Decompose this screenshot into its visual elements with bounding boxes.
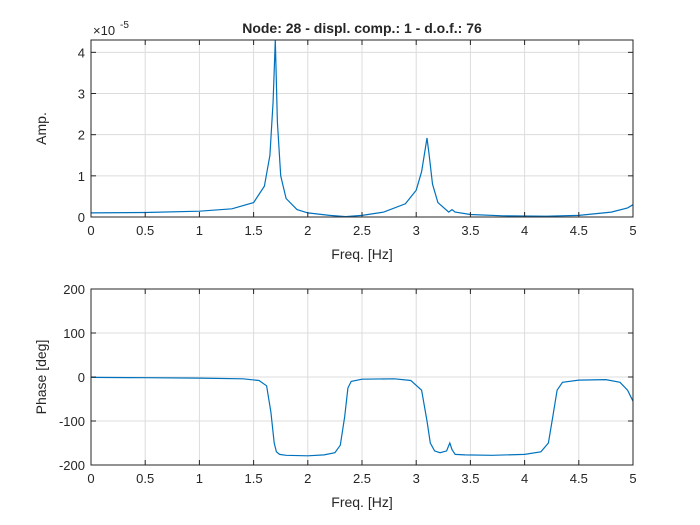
amplitude-y-exponent-base: ×10 (93, 23, 115, 38)
phase-plot: 0 0.5 1 1.5 2 2.5 3 3.5 4 4.5 5 -200 -100 0 100 200 Fre… (33, 282, 637, 510)
phase-y-tick-label: 0 (78, 370, 85, 385)
amplitude-y-tick-label: 0 (78, 210, 85, 225)
phase-y-tick-label: 100 (63, 326, 85, 341)
phase-x-tick-label: 3 (413, 471, 420, 486)
amplitude-series-line (90, 39, 634, 218)
amplitude-y-tick-label: 3 (78, 87, 85, 102)
amplitude-x-tick-label: 3.5 (461, 223, 479, 238)
amplitude-series (90, 39, 634, 218)
amplitude-y-tick-label: 4 (78, 45, 85, 60)
amplitude-plot-title: Node: 28 - displ. comp.: 1 - d.o.f.: 76 (242, 20, 482, 36)
amplitude-y-exponent-power: -5 (120, 20, 129, 31)
phase-y-tick-label: -200 (59, 458, 85, 473)
amplitude-y-tick-label: 1 (78, 169, 85, 184)
amplitude-x-axis-label: Freq. [Hz] (331, 246, 392, 262)
amplitude-x-tick-label: 0 (87, 223, 94, 238)
amplitude-ticks: 0 0.5 1 1.5 2 2.5 3 3.5 4 4.5 5 0 1 2 3 4 (78, 40, 637, 238)
phase-x-tick-label: 2 (304, 471, 311, 486)
phase-x-tick-label: 1.5 (245, 471, 263, 486)
amplitude-y-tick-label: 2 (78, 128, 85, 143)
amplitude-x-tick-label: 1 (196, 223, 203, 238)
amplitude-x-tick-label: 2.5 (353, 223, 371, 238)
amplitude-x-tick-label: 4.5 (570, 223, 588, 238)
amplitude-y-axis-label: Amp. (33, 112, 49, 145)
phase-x-axis-label: Freq. [Hz] (331, 494, 392, 510)
amplitude-x-tick-label: 3 (413, 223, 420, 238)
phase-x-tick-label: 5 (629, 471, 636, 486)
phase-x-tick-label: 0 (87, 471, 94, 486)
phase-y-tick-label: -100 (59, 414, 85, 429)
phase-x-tick-label: 1 (196, 471, 203, 486)
amplitude-x-tick-label: 2 (304, 223, 311, 238)
phase-x-tick-label: 2.5 (353, 471, 371, 486)
amplitude-x-tick-label: 1.5 (245, 223, 263, 238)
phase-y-tick-label: 200 (63, 282, 85, 297)
phase-series-line (90, 376, 634, 457)
phase-ticks: 0 0.5 1 1.5 2 2.5 3 3.5 4 4.5 5 -200 -100 0 100 200 (59, 282, 637, 486)
amplitude-x-tick-label: 0.5 (136, 223, 154, 238)
amplitude-x-tick-label: 4 (521, 223, 528, 238)
amplitude-plot: 0 0.5 1 1.5 2 2.5 3 3.5 4 4.5 5 0 1 2 3 4 Node: 28 - di… (33, 20, 637, 262)
phase-x-tick-label: 4 (521, 471, 528, 486)
phase-x-tick-label: 4.5 (570, 471, 588, 486)
phase-series (90, 376, 634, 457)
phase-y-axis-label: Phase [deg] (33, 340, 49, 415)
amplitude-x-tick-label: 5 (629, 223, 636, 238)
phase-x-tick-label: 3.5 (461, 471, 479, 486)
phase-x-tick-label: 0.5 (136, 471, 154, 486)
